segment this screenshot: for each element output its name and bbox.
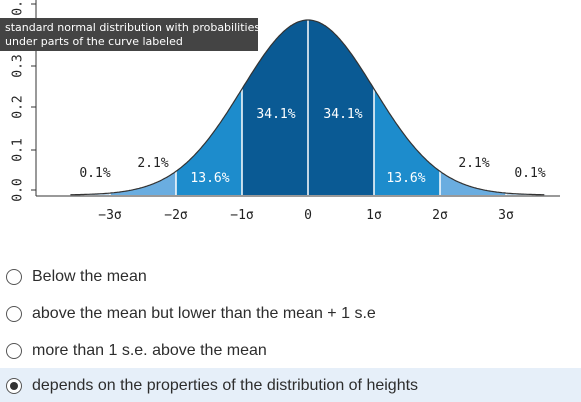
option[interactable]: above the mean but lower than the mean +… [0, 296, 581, 332]
y-label: 0.3 [11, 54, 26, 77]
curve-line [70, 19, 545, 196]
region-label: 0.1% [79, 166, 110, 181]
y-label: 0.4 [11, 0, 26, 16]
bell-curve [70, 19, 546, 196]
option[interactable]: Below the mean [0, 259, 581, 295]
x-label: 0 [304, 208, 312, 223]
x-label: 1σ [366, 208, 382, 223]
option[interactable]: more than 1 s.e. above the mean [0, 333, 581, 369]
x-label: −3σ [98, 208, 122, 223]
region-label: 34.1% [256, 107, 295, 122]
radio[interactable] [6, 306, 22, 322]
region-label: 13.6% [190, 171, 229, 186]
y-label: 0.2 [11, 95, 26, 118]
region [440, 171, 506, 195]
tooltip-text: under parts of the curve labeled [5, 35, 183, 48]
radio[interactable] [6, 378, 22, 394]
figure: 0.0 0.1 0.2 0.3 0.4 standard normal distribu… [0, 0, 560, 223]
x-label: −2σ [164, 208, 188, 223]
option-label: more than 1 s.e. above the mean [32, 342, 267, 359]
region-label: 2.1% [137, 156, 168, 171]
region [70, 193, 110, 195]
option-label: depends on the properties of the distrib… [32, 377, 419, 394]
x-label: −1σ [230, 208, 254, 223]
region-label: 2.1% [458, 156, 489, 171]
region [506, 193, 546, 195]
tooltip-box [0, 18, 258, 51]
region-label: 34.1% [323, 107, 362, 122]
option-label: Below the mean [32, 268, 147, 285]
radio[interactable] [6, 269, 22, 285]
y-label: 0.0 [11, 178, 26, 201]
region-label: 0.1% [514, 166, 545, 181]
x-label: 2σ [432, 208, 448, 223]
tooltip-text: standard normal distribution with probab… [5, 21, 260, 34]
y-label: 0.1 [11, 138, 26, 161]
x-label: 3σ [498, 208, 514, 223]
region-label: 13.6% [386, 171, 425, 186]
region [110, 171, 176, 195]
option-label: above the mean but lower than the mean +… [32, 305, 376, 322]
option[interactable]: depends on the properties of the distrib… [0, 368, 581, 402]
radio[interactable] [6, 343, 22, 359]
